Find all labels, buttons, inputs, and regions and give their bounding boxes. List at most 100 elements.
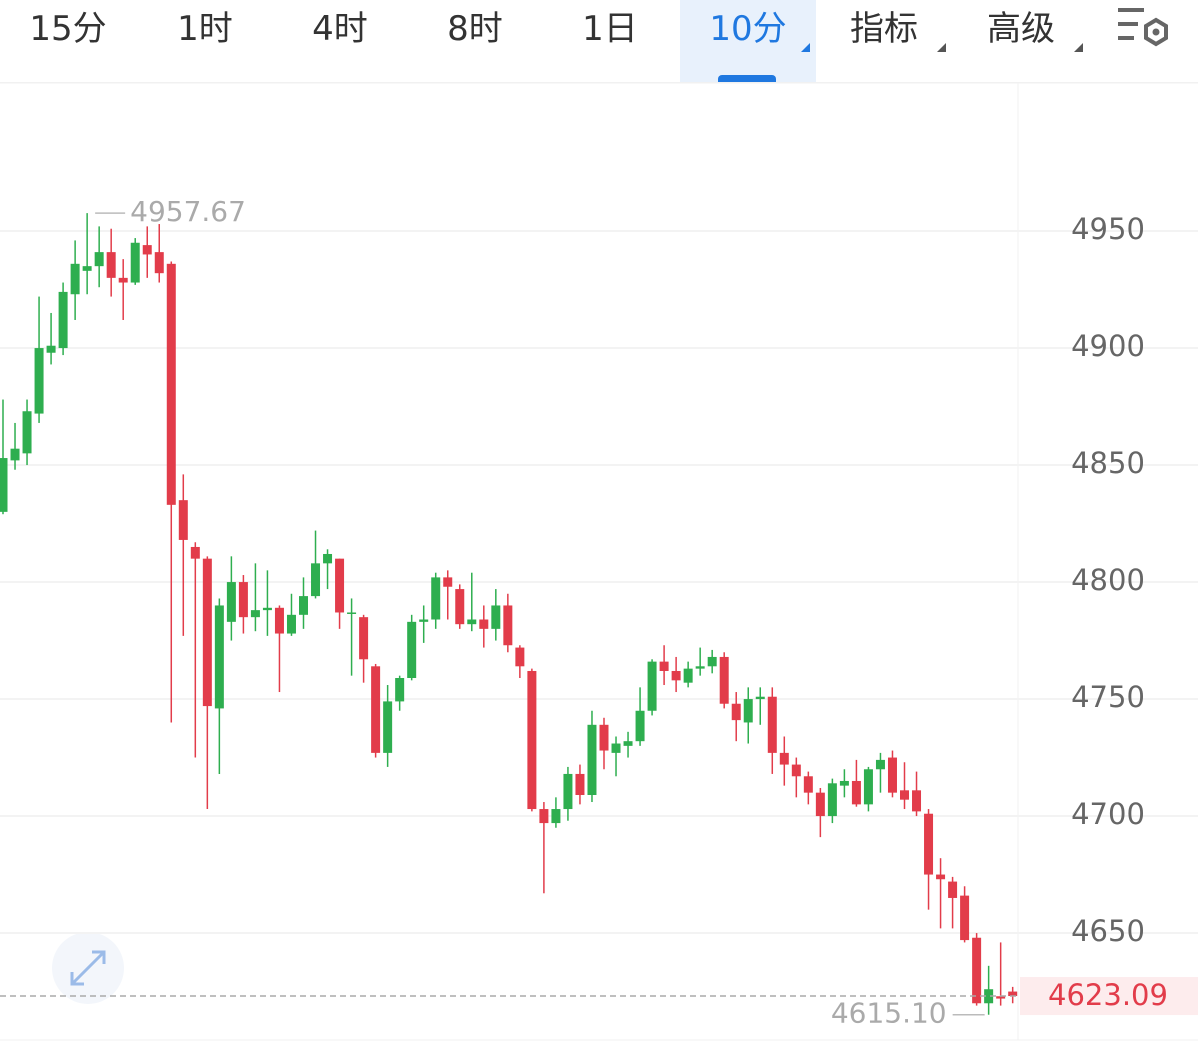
candle-body <box>972 937 982 1004</box>
last-price-label: 4623.09 <box>1048 978 1168 1012</box>
candle-body <box>70 263 80 295</box>
candle-body <box>335 558 345 613</box>
candle-body <box>202 558 212 707</box>
candle-body <box>863 769 873 805</box>
y-tick-label: 4900 <box>1071 329 1145 363</box>
candle-body <box>719 656 729 704</box>
candle-body <box>250 610 260 618</box>
tab[interactable]: 10分 <box>680 0 816 82</box>
candle-body <box>875 759 885 770</box>
candle-body <box>587 724 597 796</box>
candle-body <box>94 252 104 267</box>
candle-body <box>539 809 549 824</box>
tab-label: 4时 <box>312 9 368 49</box>
candle-body <box>599 724 609 751</box>
candle-body <box>527 670 537 810</box>
active-indicator <box>718 75 776 82</box>
y-tick-label: 4750 <box>1071 680 1145 714</box>
tab-label: 8时 <box>447 9 503 49</box>
y-tick-label: 4850 <box>1071 446 1145 480</box>
candle-body <box>960 895 970 941</box>
candle-body <box>671 670 681 681</box>
candle-body <box>515 647 525 667</box>
y-tick-label: 4800 <box>1071 563 1145 597</box>
candle-body <box>58 291 68 349</box>
candle-body <box>851 780 861 805</box>
dropdown-arrow <box>1074 43 1083 52</box>
candle-body <box>190 546 200 559</box>
candle-body <box>912 790 922 812</box>
candle-body <box>419 619 429 622</box>
candle-body <box>467 619 477 625</box>
icon-line <box>1118 8 1144 12</box>
candle-body <box>827 783 837 817</box>
candle-body <box>431 577 441 620</box>
tab[interactable]: 15分 <box>0 0 136 82</box>
candle-body <box>443 577 453 587</box>
candle-body <box>659 661 669 671</box>
candle-body <box>815 792 825 817</box>
candle-body <box>575 773 585 796</box>
icon-line <box>1118 36 1134 40</box>
candle-body <box>154 252 164 274</box>
candle-body <box>262 607 272 611</box>
candle-body <box>130 242 140 283</box>
min-label: 4615.10 <box>831 997 947 1030</box>
candle-body <box>383 701 393 753</box>
candle-body <box>996 996 1006 999</box>
candle-body <box>0 458 8 512</box>
candle-body <box>755 696 765 700</box>
candle-body <box>647 661 657 711</box>
candle-body <box>34 348 44 414</box>
max-label: 4957.67 <box>130 195 246 228</box>
candle-body <box>791 764 801 777</box>
icon-gear-center <box>1152 28 1160 36</box>
tab[interactable]: 4时 <box>272 0 408 82</box>
tab[interactable]: 高级 <box>953 0 1089 82</box>
candle-body <box>22 411 32 454</box>
candle-body <box>10 448 20 461</box>
candle-body <box>839 780 849 786</box>
dropdown-arrow <box>801 43 810 52</box>
expand-icon <box>70 950 106 986</box>
candle-body <box>359 617 369 660</box>
candle-body <box>178 500 188 540</box>
candle-body <box>166 263 176 505</box>
tab-label: 1时 <box>177 9 233 49</box>
tab[interactable]: 8时 <box>407 0 543 82</box>
candle-body <box>731 703 741 721</box>
candle-body <box>924 813 934 875</box>
candle-body <box>936 874 946 880</box>
candle-body <box>142 245 152 255</box>
tab[interactable]: 指标 <box>816 0 952 82</box>
candle-body <box>238 582 248 618</box>
tab[interactable]: 1时 <box>137 0 273 82</box>
toolbar: 15分 1时 4时 8时 1日 10分 指标 高级 <box>0 0 1198 83</box>
candle-body <box>503 605 513 646</box>
candle-body <box>274 607 284 634</box>
candle-body <box>779 752 789 765</box>
candle-body <box>395 678 405 702</box>
icon-gear <box>1144 17 1168 47</box>
candle-body <box>767 696 777 753</box>
candle-body <box>683 668 693 683</box>
candle-body <box>82 266 92 271</box>
settings-icon[interactable] <box>1118 8 1168 47</box>
candle-body <box>323 553 333 564</box>
candle-body <box>311 563 321 597</box>
candle-body <box>900 790 909 800</box>
candle-body <box>563 773 573 810</box>
y-tick-label: 4950 <box>1071 212 1145 246</box>
candle-body <box>635 710 645 742</box>
tab[interactable]: 1日 <box>542 0 678 82</box>
candle-body <box>118 277 128 283</box>
candle-body <box>371 666 381 753</box>
tab-label: 1日 <box>582 9 638 49</box>
expand-button[interactable] <box>52 932 124 1004</box>
candle-body <box>479 619 489 629</box>
candle-body <box>743 699 753 723</box>
candle-body <box>347 612 357 614</box>
candle-body <box>551 809 561 824</box>
candle-body <box>1008 991 1018 997</box>
